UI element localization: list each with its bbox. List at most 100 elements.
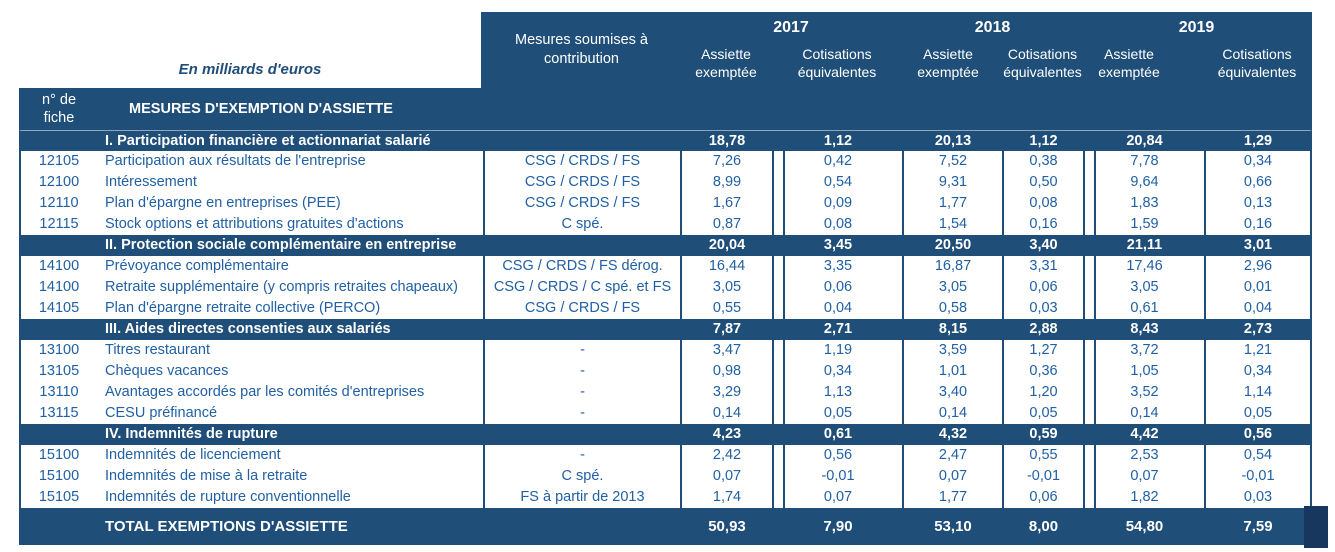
contrib-cell: CSG / CRDS / C spé. et FS: [483, 277, 680, 298]
table-row: 15100 Indemnités de licenciement -2,42 0,56…: [19, 445, 1312, 466]
value-cell: 2,42: [680, 445, 772, 466]
value-cell: 0,05: [772, 403, 902, 424]
value-cell: 7,26: [680, 151, 772, 172]
measure-label: Titres restaurant: [105, 342, 211, 358]
value-cell: 16,44: [680, 256, 772, 277]
fiche-cell: 15100: [38, 447, 80, 463]
years-header-block: Mesures soumises à contribution 2017 201…: [481, 12, 1312, 88]
unit-label-area: En milliards d'euros: [19, 12, 481, 88]
section-total-value: 8,43: [1083, 319, 1204, 340]
value-cell: 0,14: [680, 403, 772, 424]
value-cell: 16,87: [902, 256, 1002, 277]
contrib-column-header: Mesures soumises à contribution: [515, 32, 648, 67]
value-cell: 0,05: [1002, 403, 1083, 424]
section-total-value: 1,29: [1204, 131, 1310, 151]
value-cell: 7,78: [1083, 151, 1204, 172]
value-cell: 1,01: [902, 361, 1002, 382]
grand-total-value: 54,80: [1083, 508, 1204, 545]
section-total-value: 4,23: [680, 424, 772, 445]
value-cell: 0,08: [772, 214, 902, 235]
value-cell: 0,34: [772, 361, 902, 382]
section-title: IV. Indemnités de rupture: [105, 426, 278, 442]
measure-label: Avantages accordés par les comités d'ent…: [105, 384, 425, 400]
section-total-value: 18,78: [680, 131, 772, 151]
fiche-cell: 13100: [38, 342, 80, 358]
measure-label: Participation aux résultats de l'entrepr…: [105, 153, 366, 169]
contrib-cell: CSG / CRDS / FS: [483, 193, 680, 214]
value-cell: 3,05: [1083, 277, 1204, 298]
measure-label: Chèques vacances: [105, 363, 229, 379]
measure-label: Plan d'épargne retraite collective (PERC…: [105, 300, 381, 316]
measure-label: Retraite supplémentaire (y compris retra…: [105, 279, 458, 295]
section-total-value: 20,84: [1083, 131, 1204, 151]
value-cell: 0,16: [1204, 214, 1310, 235]
section-total-value: 8,15: [902, 319, 1002, 340]
value-cell: 1,59: [1083, 214, 1204, 235]
value-cell: 0,42: [772, 151, 902, 172]
measures-column-header: MESURES D'EXEMPTION D'ASSIETTE: [129, 101, 393, 117]
value-cell: 1,82: [1083, 487, 1204, 508]
value-cell: 17,46: [1083, 256, 1204, 277]
measure-label: Intéressement: [105, 174, 197, 190]
value-cell: 0,03: [1204, 487, 1310, 508]
table-row: 14100 Prévoyance complémentaire CSG / CRDS…: [19, 256, 1312, 277]
section-band: II. Protection sociale complémentaire en…: [19, 235, 1312, 256]
grand-total-value: 8,00: [1002, 508, 1083, 545]
value-cell: 1,77: [902, 193, 1002, 214]
section-band: III. Aides directes consenties aux salar…: [19, 319, 1312, 340]
contrib-cell: FS à partir de 2013: [483, 487, 680, 508]
value-cell: 0,54: [1204, 445, 1310, 466]
value-cell: 8,99: [680, 172, 772, 193]
grand-total-value: 7,90: [772, 508, 902, 545]
value-cell: 0,05: [1204, 403, 1310, 424]
subcol-header-cotisations: Cotisations équivalentes: [1003, 46, 1082, 80]
fiche-cell: 13105: [38, 363, 80, 379]
value-cell: 0,66: [1204, 172, 1310, 193]
value-cell: 2,96: [1204, 256, 1310, 277]
table-row: 12110 Plan d'épargne en entreprises (PEE)…: [19, 193, 1312, 214]
subcol-header-cotisations: Cotisations équivalentes: [1217, 46, 1297, 80]
value-cell: 0,56: [772, 445, 902, 466]
measure-label: Indemnités de mise à la retraite: [105, 468, 308, 484]
fiche-cell: 15105: [38, 489, 80, 505]
value-cell: 7,52: [902, 151, 1002, 172]
contrib-cell: -: [483, 340, 680, 361]
fiche-cell: 13110: [39, 384, 79, 400]
section-band: I. Participation financière et actionnar…: [19, 130, 1312, 151]
value-cell: 0,06: [772, 277, 902, 298]
section-total-value: 2,73: [1204, 319, 1310, 340]
fiche-cell: 15100: [38, 468, 80, 484]
value-cell: 0,58: [902, 298, 1002, 319]
value-cell: 0,14: [1083, 403, 1204, 424]
table-row: 13110 Avantages accordés par les comités …: [19, 382, 1312, 403]
value-cell: 3,52: [1083, 382, 1204, 403]
value-cell: 9,31: [902, 172, 1002, 193]
value-cell: 1,14: [1204, 382, 1310, 403]
table-row: 13115 CESU préfinancé -0,14 0,05 0,14 0,05 0,1…: [19, 403, 1312, 424]
value-cell: 1,54: [902, 214, 1002, 235]
value-cell: 3,29: [680, 382, 772, 403]
grand-total-value: 53,10: [902, 508, 1002, 545]
table-row: 12100 Intéressement CSG / CRDS / FS 8,99 0,5…: [19, 172, 1312, 193]
value-cell: 3,05: [902, 277, 1002, 298]
value-cell: 0,03: [1002, 298, 1083, 319]
value-cell: 0,04: [1204, 298, 1310, 319]
contrib-cell: CSG / CRDS / FS: [483, 298, 680, 319]
section-total-value: 2,71: [772, 319, 902, 340]
contrib-cell: CSG / CRDS / FS dérog.: [483, 256, 680, 277]
section-total-value: 2,88: [1002, 319, 1083, 340]
contrib-cell: -: [483, 382, 680, 403]
grand-total-label: TOTAL EXEMPTIONS D'ASSIETTE: [105, 518, 348, 535]
value-cell: 3,35: [772, 256, 902, 277]
value-cell: 3,40: [902, 382, 1002, 403]
fiche-cell: 14100: [38, 279, 80, 295]
value-cell: 0,07: [680, 466, 772, 487]
fiche-cell: 12100: [38, 174, 80, 190]
value-cell: 0,07: [772, 487, 902, 508]
value-cell: 0,55: [680, 298, 772, 319]
value-cell: 1,67: [680, 193, 772, 214]
fiche-column-header: n° de fiche: [41, 92, 77, 126]
contrib-cell: CSG / CRDS / FS: [483, 172, 680, 193]
table-row: 12105 Participation aux résultats de l'en…: [19, 151, 1312, 172]
section-title: II. Protection sociale complémentaire en…: [105, 237, 457, 253]
